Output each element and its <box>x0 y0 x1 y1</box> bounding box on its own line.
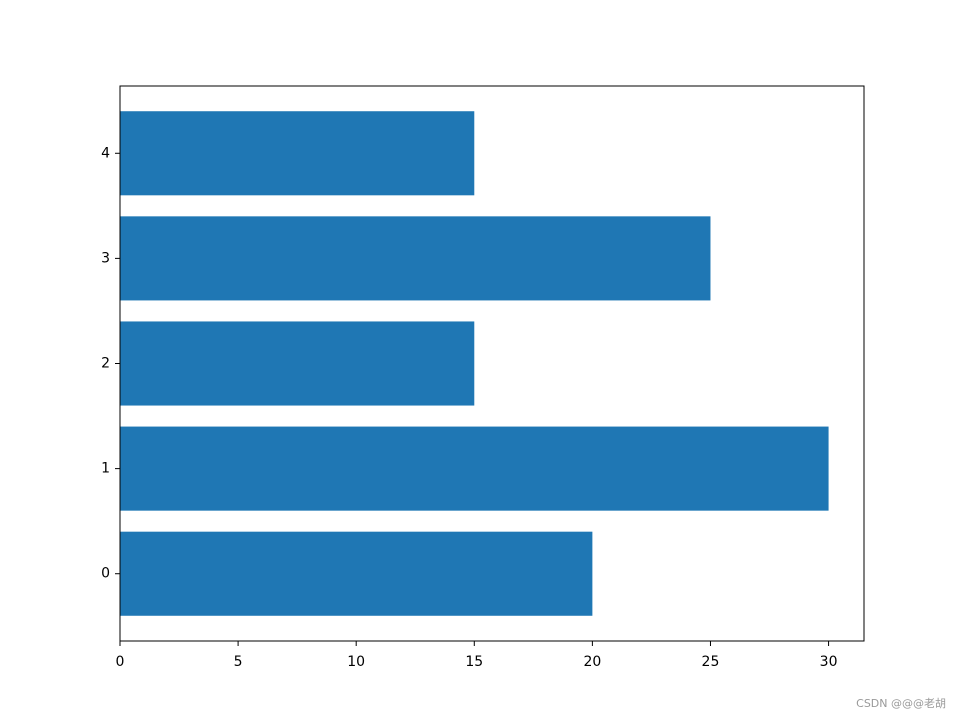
bar <box>120 216 711 301</box>
x-tick-label: 0 <box>116 654 125 670</box>
x-tick-label: 15 <box>465 654 483 670</box>
bar <box>120 531 593 616</box>
x-tick-label: 5 <box>234 654 243 670</box>
x-tick-label: 20 <box>583 654 601 670</box>
bar <box>120 321 475 406</box>
bar <box>120 426 829 511</box>
y-tick-label: 3 <box>101 250 110 266</box>
y-tick-label: 0 <box>101 566 110 582</box>
x-tick-label: 25 <box>702 654 720 670</box>
watermark: CSDN @@@老胡 <box>856 696 946 710</box>
bar <box>120 111 475 196</box>
y-tick-label: 4 <box>101 145 110 161</box>
y-tick-label: 1 <box>101 461 110 477</box>
y-tick-label: 2 <box>101 356 110 372</box>
plot-frame <box>119 85 865 642</box>
x-tick-label: 30 <box>820 654 838 670</box>
x-tick-label: 10 <box>347 654 365 670</box>
